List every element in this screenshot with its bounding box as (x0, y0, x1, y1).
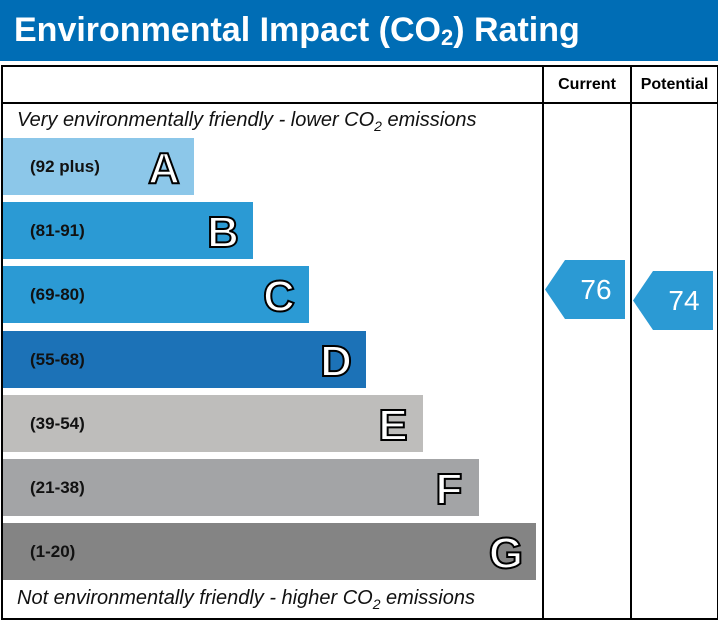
band-range: (1-20) (30, 542, 76, 561)
band-d: (55-68) D (3, 331, 366, 388)
current-rating-value: 76 (580, 274, 612, 305)
band-letter: E (377, 400, 408, 449)
svg-text:D: D (320, 337, 352, 385)
band-letter: B (206, 207, 240, 256)
top-caption: Very environmentally friendly - lower CO… (17, 109, 477, 134)
title-text-end: ) Rating (453, 11, 580, 49)
band-letter: G (488, 528, 524, 577)
band-letter: D (319, 336, 353, 385)
svg-text:E: E (378, 401, 407, 449)
potential-rating-arrow: 74 (633, 271, 713, 330)
band-range: (92 plus) (30, 157, 100, 176)
svg-text:F: F (436, 465, 463, 513)
band-e: (39-54) E (3, 395, 423, 452)
svg-text:G: G (489, 529, 523, 577)
band-a: (92 plus) A (3, 138, 194, 195)
band-c: (69-80) C (3, 266, 309, 323)
title-text: Environmental Impact (CO (14, 11, 441, 49)
rating-table: Current Potential Very environmentally f… (1, 65, 718, 620)
bottom-caption: Not environmentally friendly - higher CO… (17, 587, 475, 612)
band-range: (81-91) (30, 221, 85, 240)
band-b: (81-91) B (3, 202, 253, 259)
column-divider (542, 67, 544, 618)
current-rating-arrow: 76 (545, 260, 625, 319)
band-range: (55-68) (30, 350, 85, 369)
svg-text:A: A (148, 144, 180, 192)
potential-rating-value: 74 (668, 285, 700, 316)
band-range: (21-38) (30, 478, 85, 497)
band-g: (1-20) G (3, 523, 536, 580)
band-f: (21-38) F (3, 459, 479, 516)
band-range: (39-54) (30, 414, 85, 433)
svg-text:B: B (207, 208, 239, 256)
title-subscript: 2 (440, 25, 454, 50)
band-range: (69-80) (30, 285, 85, 304)
potential-column-header: Potential (640, 76, 709, 93)
band-letter: C (262, 271, 296, 320)
current-column-header: Current (558, 76, 616, 93)
band-letter: A (147, 143, 181, 192)
band-letter: F (435, 464, 464, 513)
header-divider (3, 102, 543, 104)
svg-text:C: C (263, 272, 295, 320)
column-divider (630, 67, 632, 618)
header-divider (543, 102, 717, 104)
chart-title: Environmental Impact (CO2) Rating (0, 0, 718, 61)
